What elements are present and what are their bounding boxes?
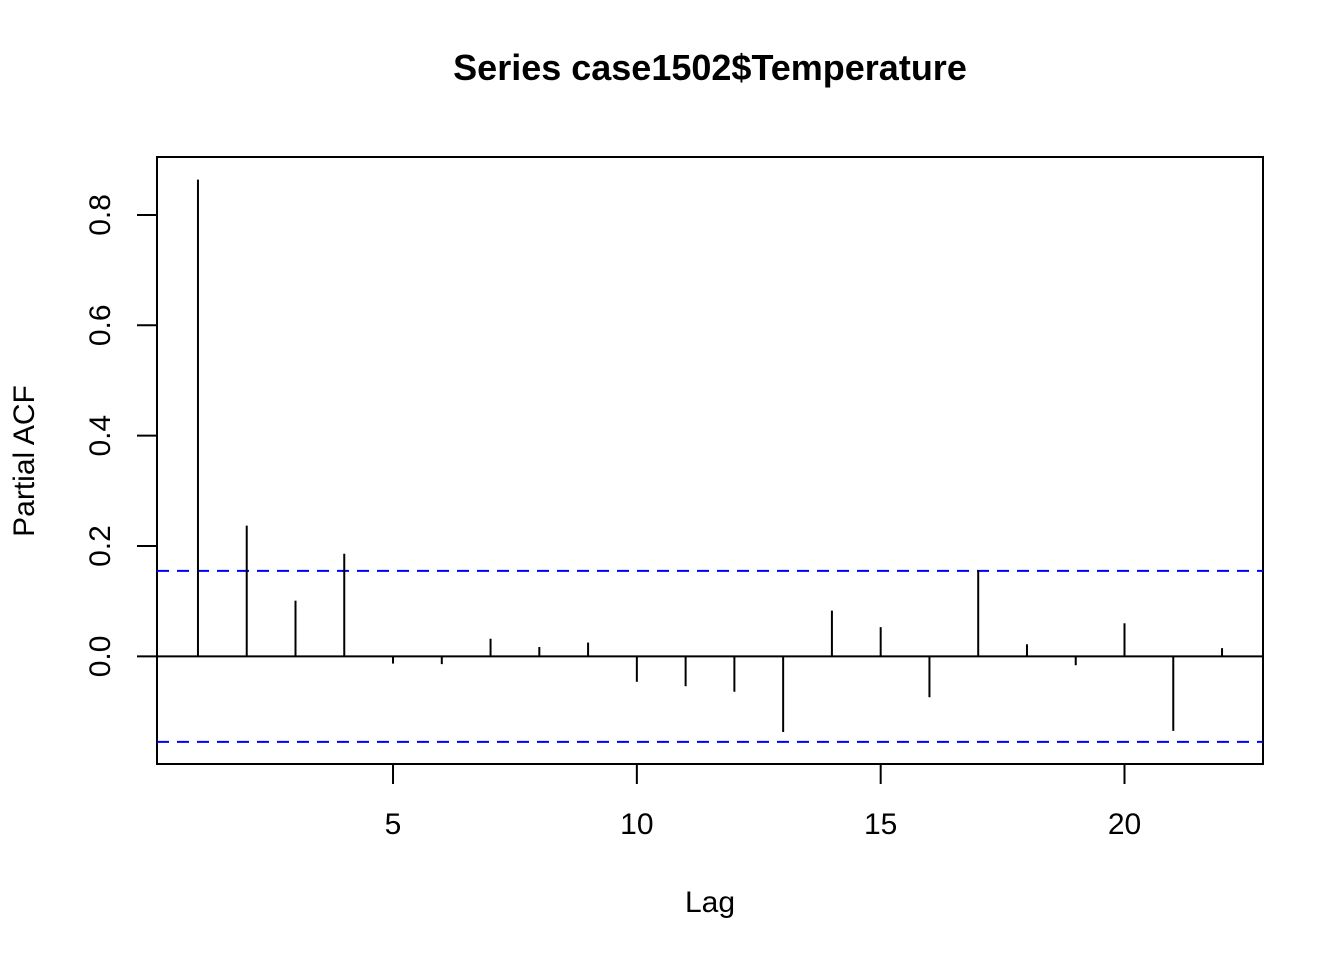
x-tick-label: 5 [385,808,402,841]
x-tick-label: 10 [620,808,653,841]
pacf-marks [157,179,1263,743]
x-axis: 5 10 15 20 [385,763,1141,841]
plot-frame [156,156,1264,765]
y-tick-label: 0.4 [84,415,117,457]
y-tick-label: 0.8 [84,194,117,236]
y-tick-label: 0.2 [84,525,117,567]
y-axis: 0.0 0.2 0.4 0.6 0.8 [84,194,158,678]
y-tick-label: 0.0 [84,636,117,678]
x-tick-label: 15 [864,808,897,841]
chart-title: Series case1502$Temperature [453,47,967,88]
x-axis-label: Lag [685,886,735,919]
x-tick-label: 20 [1108,808,1141,841]
y-axis-label: Partial ACF [8,385,41,537]
y-tick-label: 0.6 [84,304,117,346]
